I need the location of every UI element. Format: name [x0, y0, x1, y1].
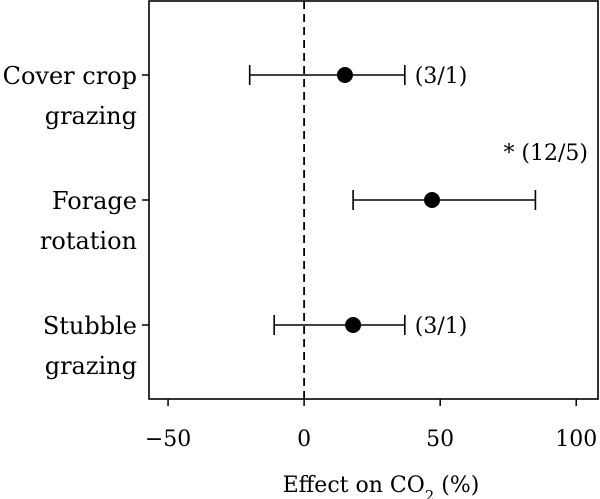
- point-estimate: [345, 317, 362, 333]
- point-estimate: [424, 192, 441, 208]
- category-label-line: rotation: [40, 227, 137, 255]
- x-axis-label-suffix: (%): [434, 473, 479, 498]
- x-tick-label: −50: [145, 427, 191, 452]
- x-tick-label: 50: [426, 427, 454, 452]
- sample-size-annotation: (3/1): [415, 64, 468, 89]
- category-label-line: grazing: [45, 102, 137, 130]
- x-tick-label: 0: [297, 427, 311, 452]
- category-label-line: grazing: [45, 352, 137, 380]
- plot-layer: −50 0 50 100 Cover crop grazing (3/1) Forage rot…: [3, 1, 597, 452]
- x-axis-label-main: Effect on CO: [283, 473, 425, 498]
- x-axis-label: Effect on CO2 (%): [283, 473, 480, 499]
- sample-size-annotation: (3/1): [415, 314, 468, 339]
- plot-frame: [148, 0, 599, 400]
- category-label-line: Cover crop: [3, 62, 137, 90]
- sample-size-annotation: * (12/5): [503, 141, 588, 166]
- category-label-line: Forage: [52, 187, 137, 215]
- category-label-line: Stubble: [43, 312, 137, 340]
- x-tick-label: 100: [555, 427, 597, 452]
- x-axis-label-subscript: 2: [425, 487, 435, 499]
- point-estimate: [336, 67, 353, 83]
